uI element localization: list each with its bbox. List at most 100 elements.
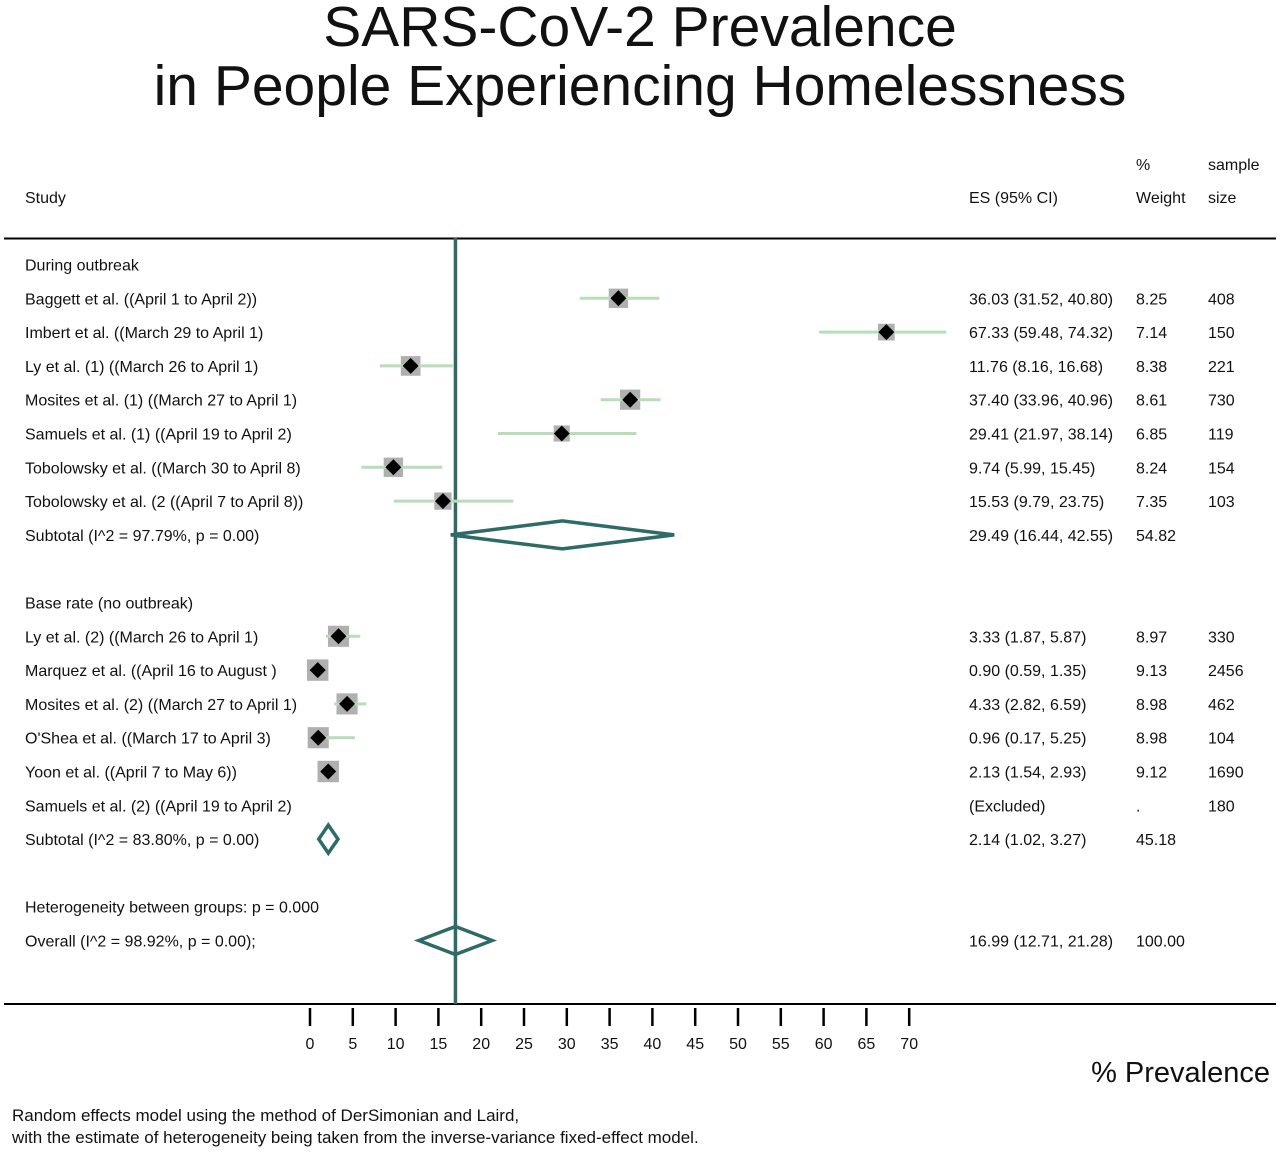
overall-label: Overall (I^2 = 98.92%, p = 0.00);	[25, 934, 256, 951]
header-sample-bottom: size	[1208, 190, 1237, 207]
study-row-0-sample: 408	[1208, 291, 1235, 308]
group-1-subtotal-weight: 45.18	[1136, 832, 1176, 849]
x-tick-label-65: 65	[858, 1036, 876, 1053]
study-row-0-es: 36.03 (31.52, 40.80)	[969, 291, 1113, 308]
study-row-4-point	[553, 425, 570, 442]
overall-weight: 100.00	[1136, 934, 1185, 951]
study-row-6-es: 15.53 (9.79, 23.75)	[969, 494, 1104, 511]
study-row-3-name: Mosites et al. (1) ((March 27 to April 1…	[25, 393, 297, 410]
study-row-4-es: 29.41 (21.97, 38.14)	[969, 427, 1113, 444]
study-row-10-sample: 104	[1208, 731, 1235, 748]
study-row-4-weight: 6.85	[1136, 427, 1167, 444]
x-tick-label-60: 60	[815, 1036, 833, 1053]
study-row-11-es: 2.13 (1.54, 2.93)	[969, 765, 1086, 782]
group-0-subtotal-label: Subtotal (I^2 = 97.79%, p = 0.00)	[25, 528, 259, 545]
study-row-7-sample: 330	[1208, 629, 1235, 646]
study-row-2-sample: 221	[1208, 359, 1235, 376]
x-tick-label-15: 15	[430, 1036, 448, 1053]
study-row-1-point	[878, 324, 895, 341]
study-row-9-sample: 462	[1208, 697, 1235, 714]
study-row-5-sample: 154	[1208, 460, 1235, 477]
study-row-11-point	[320, 763, 337, 780]
study-row-2-es: 11.76 (8.16, 16.68)	[969, 359, 1103, 376]
study-row-9-es: 4.33 (2.82, 6.59)	[969, 697, 1086, 714]
study-row-8-es: 0.90 (0.59, 1.35)	[969, 663, 1086, 680]
study-row-9-weight: 8.98	[1136, 697, 1167, 714]
study-row-12-sample: 180	[1208, 798, 1235, 815]
x-tick-label-5: 5	[348, 1036, 357, 1053]
study-row-12-name: Samuels et al. (2) ((April 19 to April 2…	[25, 798, 292, 815]
overall-es: 16.99 (12.71, 21.28)	[969, 934, 1113, 951]
study-row-3-sample: 730	[1208, 393, 1235, 410]
study-row-5-weight: 8.24	[1136, 460, 1167, 477]
study-row-7-point	[330, 628, 347, 645]
heterogeneity-text: Heterogeneity between groups: p = 0.000	[25, 900, 319, 917]
study-row-9-name: Mosites et al. (2) ((March 27 to April 1…	[25, 697, 297, 714]
study-row-2-name: Ly et al. (1) ((March 26 to April 1)	[25, 359, 258, 376]
x-axis-label: % Prevalence	[1091, 1057, 1270, 1089]
study-row-11-sample: 1690	[1208, 765, 1244, 782]
x-tick-label-30: 30	[558, 1036, 576, 1053]
group-0-subtotal-diamond	[450, 519, 675, 551]
study-row-8-sample: 2456	[1208, 663, 1244, 680]
header-study: Study	[25, 190, 66, 207]
header-weight-top: %	[1136, 157, 1150, 174]
study-row-3-point	[622, 391, 639, 408]
x-tick-label-20: 20	[472, 1036, 490, 1053]
study-row-6-point	[434, 493, 451, 510]
x-tick-label-50: 50	[729, 1036, 747, 1053]
study-row-4-sample: 119	[1208, 427, 1234, 444]
study-row-11-weight: 9.12	[1136, 765, 1167, 782]
study-row-11-name: Yoon et al. ((April 7 to May 6))	[25, 765, 237, 782]
study-row-0-point	[610, 290, 627, 307]
study-row-12-weight: .	[1136, 798, 1140, 815]
study-row-6-sample: 103	[1208, 494, 1235, 511]
group-1-subtotal-label: Subtotal (I^2 = 83.80%, p = 0.00)	[25, 832, 259, 849]
footnote-line2: with the estimate of heterogeneity being…	[12, 1128, 699, 1147]
chart-title-line1: SARS-CoV-2 Prevalence	[323, 0, 957, 59]
study-row-4-name: Samuels et al. (1) ((April 19 to April 2…	[25, 427, 292, 444]
study-row-1-es: 67.33 (59.48, 74.32)	[969, 325, 1113, 342]
study-row-10-point	[310, 729, 327, 746]
study-row-1-name: Imbert et al. ((March 29 to April 1)	[25, 325, 263, 342]
study-row-8-name: Marquez et al. ((April 16 to August )	[25, 663, 277, 680]
group-1-subtotal-diamond	[316, 822, 341, 857]
group-1-label: Base rate (no outbreak)	[25, 596, 193, 613]
x-tick-label-45: 45	[686, 1036, 704, 1053]
x-tick-label-35: 35	[601, 1036, 619, 1053]
study-row-5-es: 9.74 (5.99, 15.45)	[969, 460, 1095, 477]
header-weight-bottom: Weight	[1136, 190, 1186, 207]
study-row-8-point	[309, 662, 326, 679]
study-row-0-name: Baggett et al. ((April 1 to April 2))	[25, 291, 257, 308]
study-row-5-point	[385, 459, 402, 476]
group-0-subtotal-weight: 54.82	[1136, 528, 1176, 545]
study-row-1-sample: 150	[1208, 325, 1235, 342]
study-row-7-es: 3.33 (1.87, 5.87)	[969, 629, 1086, 646]
footnote-line1: Random effects model using the method of…	[12, 1106, 520, 1125]
x-tick-label-70: 70	[900, 1036, 918, 1053]
group-0-subtotal-es: 29.49 (16.44, 42.55)	[969, 528, 1113, 545]
study-row-3-weight: 8.61	[1136, 393, 1167, 410]
chart-title-line2: in People Experiencing Homelessness	[153, 54, 1127, 118]
study-row-0-weight: 8.25	[1136, 291, 1167, 308]
x-tick-label-40: 40	[644, 1036, 662, 1053]
study-row-9-point	[339, 695, 356, 712]
study-row-10-name: O'Shea et al. ((March 17 to April 3)	[25, 731, 271, 748]
study-row-12-es: (Excluded)	[969, 798, 1045, 815]
study-row-2-point	[402, 357, 419, 374]
study-row-3-es: 37.40 (33.96, 40.96)	[969, 393, 1113, 410]
study-row-6-name: Tobolowsky et al. (2 ((April 7 to April …	[25, 494, 303, 511]
study-row-5-name: Tobolowsky et al. ((March 30 to April 8)	[25, 460, 301, 477]
x-tick-label-10: 10	[387, 1036, 405, 1053]
x-tick-label-25: 25	[515, 1036, 533, 1053]
x-tick-label-55: 55	[772, 1036, 790, 1053]
study-row-10-weight: 8.98	[1136, 731, 1167, 748]
x-tick-label-0: 0	[306, 1036, 315, 1053]
overall-diamond	[413, 924, 498, 957]
study-row-2-weight: 8.38	[1136, 359, 1167, 376]
group-0-label: During outbreak	[25, 258, 140, 275]
header-es: ES (95% CI)	[969, 190, 1058, 207]
study-row-7-weight: 8.97	[1136, 629, 1167, 646]
study-row-8-weight: 9.13	[1136, 663, 1167, 680]
